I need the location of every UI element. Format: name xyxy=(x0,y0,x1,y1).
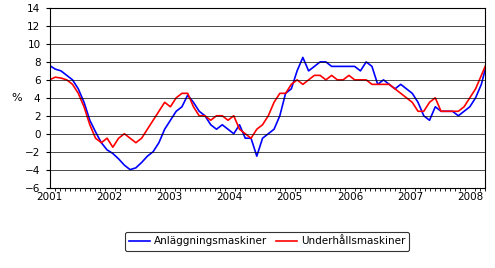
Anläggningsmaskiner xyxy=(449,110,455,113)
Anläggningsmaskiner xyxy=(392,87,398,90)
Underhållsmaskiner xyxy=(449,110,455,113)
Underhållsmaskiner xyxy=(467,96,473,99)
Line: Underhållsmaskiner: Underhållsmaskiner xyxy=(50,35,495,147)
Anläggningsmaskiner xyxy=(340,65,346,68)
Anläggningsmaskiner xyxy=(305,69,311,72)
Anläggningsmaskiner xyxy=(467,105,473,108)
Anläggningsmaskiner xyxy=(127,168,133,171)
Underhållsmaskiner xyxy=(427,101,433,104)
Underhållsmaskiner xyxy=(110,146,116,149)
Legend: Anläggningsmaskiner, Underhållsmaskiner: Anläggningsmaskiner, Underhållsmaskiner xyxy=(125,232,409,251)
Underhållsmaskiner xyxy=(340,78,346,81)
Line: Anläggningsmaskiner: Anläggningsmaskiner xyxy=(50,26,495,170)
Y-axis label: %: % xyxy=(11,93,22,103)
Underhållsmaskiner xyxy=(392,87,398,90)
Underhållsmaskiner xyxy=(305,78,311,81)
Anläggningsmaskiner xyxy=(427,119,433,122)
Anläggningsmaskiner xyxy=(47,64,52,67)
Underhållsmaskiner xyxy=(47,78,52,81)
